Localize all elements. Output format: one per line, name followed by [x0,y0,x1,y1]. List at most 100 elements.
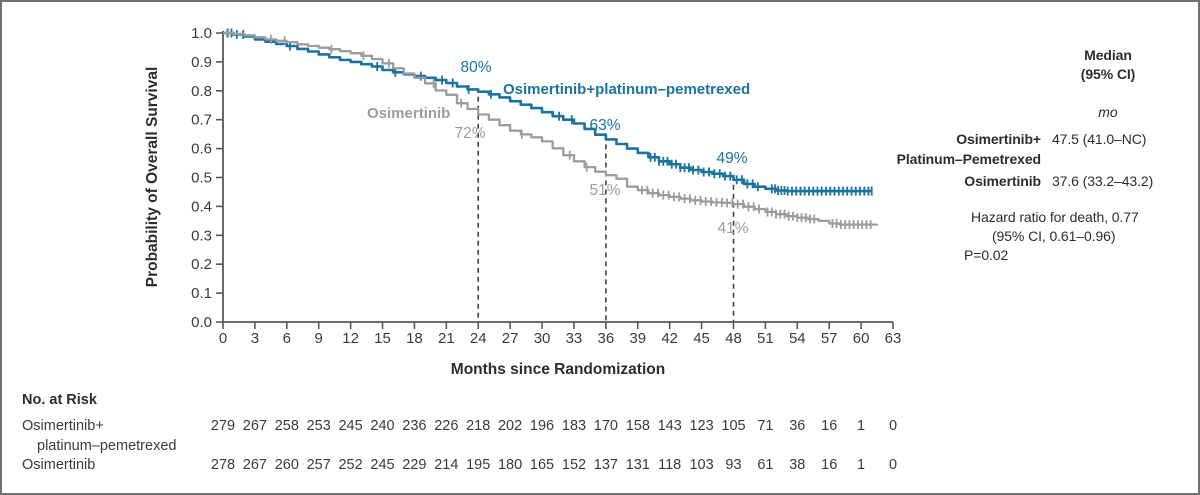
x-tick-label: 57 [821,330,838,347]
risk-count: 36 [789,418,805,434]
risk-count: 103 [689,457,713,473]
x-tick-label: 21 [438,330,455,347]
risk-count: 214 [434,457,458,473]
landmark-percent-label: 49% [716,150,747,167]
p-value: P=0.02 [964,247,1009,263]
risk-row-label: Osimertinib+ [22,418,104,434]
y-tick-label: 0.4 [191,198,212,215]
risk-count: 152 [562,457,586,473]
risk-count: 252 [338,457,362,473]
risk-count: 71 [757,418,773,434]
km-curve-osimertinib-combo [223,31,872,193]
risk-count: 196 [530,418,554,434]
y-tick-label: 0.9 [191,54,212,71]
median-row-combo-value: 47.5 (41.0–NC) [1052,131,1147,147]
x-axis-title: Months since Randomization [451,361,665,378]
risk-count: 38 [789,457,805,473]
x-tick-label: 45 [693,330,710,347]
y-tick-label: 0.5 [191,170,212,187]
x-tick-label: 63 [885,330,902,347]
x-tick-label: 48 [725,330,742,347]
risk-count: 165 [530,457,554,473]
y-tick-label: 0.6 [191,141,212,158]
x-tick-label: 36 [598,330,615,347]
x-tick-label: 51 [757,330,774,347]
risk-count: 195 [466,457,490,473]
curve-label: Osimertinib [367,105,450,122]
y-tick-label: 1.0 [191,25,212,42]
x-tick-label: 42 [661,330,678,347]
median-unit-label: mo [1098,104,1118,120]
risk-count: 245 [338,418,362,434]
risk-count: 0 [889,418,897,434]
risk-count: 260 [275,457,299,473]
risk-count: 267 [243,457,267,473]
axes: 1.00.90.80.70.60.50.40.30.20.10.00 3 6 9 12 1… [191,25,901,347]
risk-row-label: platinum–pemetrexed [37,438,176,454]
x-tick-label: 39 [629,330,646,347]
risk-count: 123 [689,418,713,434]
risk-count: 180 [498,457,522,473]
risk-count: 245 [370,457,394,473]
km-series-osimertinib [223,28,879,230]
x-tick-label: 30 [534,330,551,347]
risk-count: 0 [889,457,897,473]
x-tick-label: 33 [566,330,583,347]
y-tick-label: 0.7 [191,112,212,129]
median-row-combo-label: Osimertinib+ Platinum–Pemetrexed [896,131,1041,167]
landmark-percent-label: 41% [717,220,748,237]
x-tick-label: 3 [251,330,259,347]
median-row-osimertinib: Osimertinib 37.6 (33.2–43.2) [860,171,1153,191]
curve-label: Osimertinib+platinum–pemetrexed [503,81,750,98]
x-tick-label: 27 [502,330,519,347]
y-axis-title: Probability of Overall Survival [144,67,161,288]
median-row-osimertinib-label: Osimertinib [964,173,1041,189]
risk-count: 1 [857,418,865,434]
risk-count: 61 [757,457,773,473]
risk-count: 279 [211,418,235,434]
risk-count: 258 [275,418,299,434]
risk-count: 170 [594,418,618,434]
km-series-osimertinib-combo [223,28,873,196]
x-tick-label: 24 [470,330,487,347]
median-header: Median (95% CI) [1035,46,1181,84]
risk-count: 16 [821,418,837,434]
risk-count: 93 [725,457,741,473]
x-tick-label: 15 [374,330,391,347]
y-tick-label: 0.0 [191,314,212,331]
x-tick-label: 18 [406,330,423,347]
risk-count: 218 [466,418,490,434]
median-row-combo: Osimertinib+ Platinum–Pemetrexed 47.5 (4… [860,129,1147,169]
x-tick-label: 12 [342,330,359,347]
risk-count: 143 [658,418,682,434]
median-row-osimertinib-value: 37.6 (33.2–43.2) [1052,173,1154,189]
km-curve-osimertinib [223,31,879,226]
y-tick-label: 0.3 [191,227,212,244]
median-header-line1: Median [1084,47,1132,63]
landmark-percent-label: 80% [460,59,491,76]
landmark-percent-label: 63% [589,117,620,134]
risk-count: 226 [434,418,458,434]
risk-count: 236 [402,418,426,434]
risk-count: 229 [402,457,426,473]
risk-count: 158 [626,418,650,434]
y-tick-label: 0.2 [191,256,212,273]
risk-row-label: Osimertinib [22,457,95,473]
landmark-percent-label: 72% [454,125,485,142]
risk-count: 278 [211,457,235,473]
risk-count: 1 [857,457,865,473]
risk-count: 105 [721,418,745,434]
risk-count: 137 [594,457,618,473]
risk-table-title: No. at Risk [22,392,98,408]
y-tick-label: 0.1 [191,285,212,302]
median-header-line2: (95% CI) [1080,66,1136,82]
x-tick-label: 54 [789,330,806,347]
landmark-percent-label: 51% [589,182,620,199]
x-tick-label: 60 [853,330,870,347]
risk-count: 131 [626,457,650,473]
risk-count: 240 [370,418,394,434]
risk-count: 183 [562,418,586,434]
median-summary-panel: Median (95% CI) mo Osimertinib+ Platinum… [860,40,1200,280]
risk-table: No. at Risk Osimertinib+ platinum–pemetrex… [22,392,897,473]
